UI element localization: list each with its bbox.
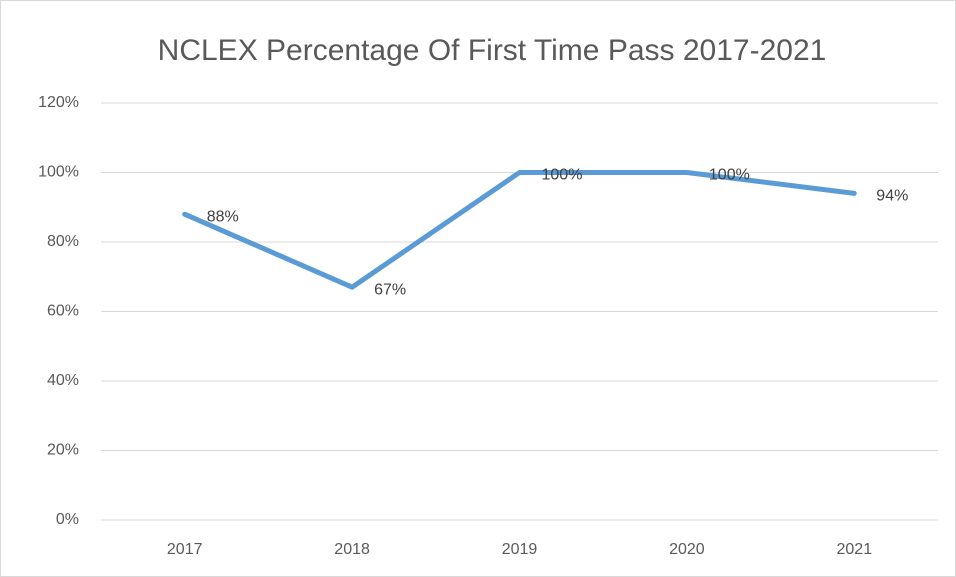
data-line	[182, 170, 857, 290]
y-tick-label: 60%	[47, 303, 79, 320]
y-tick-label: 40%	[47, 372, 79, 389]
x-tick-label: 2020	[669, 541, 705, 558]
y-tick-label: 80%	[47, 233, 79, 250]
data-label: 94%	[876, 188, 908, 205]
data-label: 67%	[374, 281, 406, 298]
x-tick-label: 2017	[167, 541, 203, 558]
chart-title: NCLEX Percentage Of First Time Pass 2017…	[158, 34, 827, 67]
data-label: 100%	[542, 167, 583, 184]
y-tick-label: 100%	[38, 164, 79, 181]
x-tick-label: 2019	[502, 541, 538, 558]
data-label: 88%	[207, 208, 239, 225]
x-tick-label: 2018	[334, 541, 370, 558]
y-tick-label: 120%	[38, 94, 79, 111]
y-tick-label: 20%	[47, 442, 79, 459]
x-tick-label: 2021	[837, 541, 873, 558]
data-label: 100%	[709, 167, 750, 184]
y-tick-label: 0%	[56, 511, 79, 528]
